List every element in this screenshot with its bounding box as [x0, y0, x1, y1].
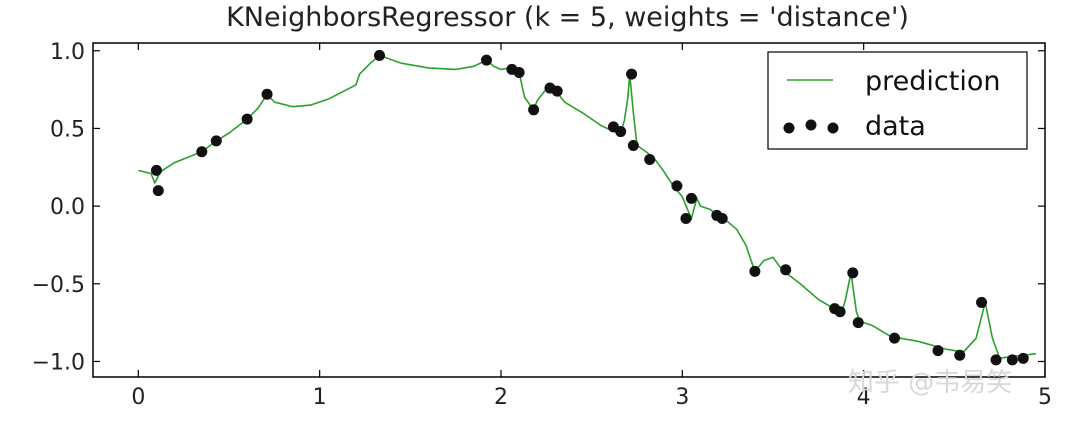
data-point: [680, 213, 692, 225]
data-point: [847, 267, 859, 279]
legend-label-data: data: [865, 111, 926, 142]
data-point: [990, 354, 1002, 366]
data-point: [627, 140, 639, 152]
legend-marker-swatch: [783, 122, 795, 134]
legend-marker-swatch: [805, 119, 817, 131]
data-point: [152, 185, 164, 197]
data-point: [374, 49, 386, 61]
data-point: [685, 192, 697, 204]
data-point: [671, 180, 683, 192]
data-point: [150, 164, 162, 176]
data-point: [716, 213, 728, 225]
data-point: [551, 85, 563, 97]
data-point: [196, 146, 208, 158]
data-point: [241, 113, 253, 125]
data-point: [615, 126, 627, 138]
data-point: [932, 345, 944, 357]
legend-marker-swatch: [827, 122, 839, 134]
data-point: [528, 104, 540, 116]
y-tick-label: −0.5: [32, 273, 85, 298]
data-point: [976, 296, 988, 308]
data-point: [1006, 354, 1018, 366]
data-point: [749, 265, 761, 277]
y-tick-label: 0.0: [50, 195, 85, 220]
x-tick-label: 5: [1038, 385, 1052, 410]
plot-frame: [92, 42, 1046, 378]
x-tick-label: 0: [131, 385, 145, 410]
data-point: [210, 135, 222, 147]
data-point: [261, 88, 273, 100]
x-tick-label: 2: [494, 385, 508, 410]
data-point: [954, 349, 966, 361]
x-tick-label: 4: [857, 385, 871, 410]
y-tick-label: −1.0: [32, 350, 85, 375]
data-point: [626, 68, 638, 80]
legend-label-prediction: prediction: [865, 66, 1000, 97]
data-point: [888, 332, 900, 344]
data-point: [644, 154, 656, 166]
data-point: [852, 317, 864, 329]
y-tick-label: 1.0: [50, 40, 85, 65]
legend-box: [767, 51, 1028, 150]
watermark: 知乎 @韦易笑: [848, 368, 1013, 398]
data-point: [834, 306, 846, 318]
chart-title: KNeighborsRegressor (k = 5, weights = 'd…: [226, 2, 909, 33]
data-point: [780, 264, 792, 276]
prediction-line: [138, 54, 1037, 360]
data-point: [480, 54, 492, 66]
x-tick-label: 3: [675, 385, 689, 410]
y-tick-label: 0.5: [50, 117, 85, 142]
data-point: [1017, 352, 1029, 364]
data-point: [513, 67, 525, 79]
x-tick-label: 1: [313, 385, 327, 410]
